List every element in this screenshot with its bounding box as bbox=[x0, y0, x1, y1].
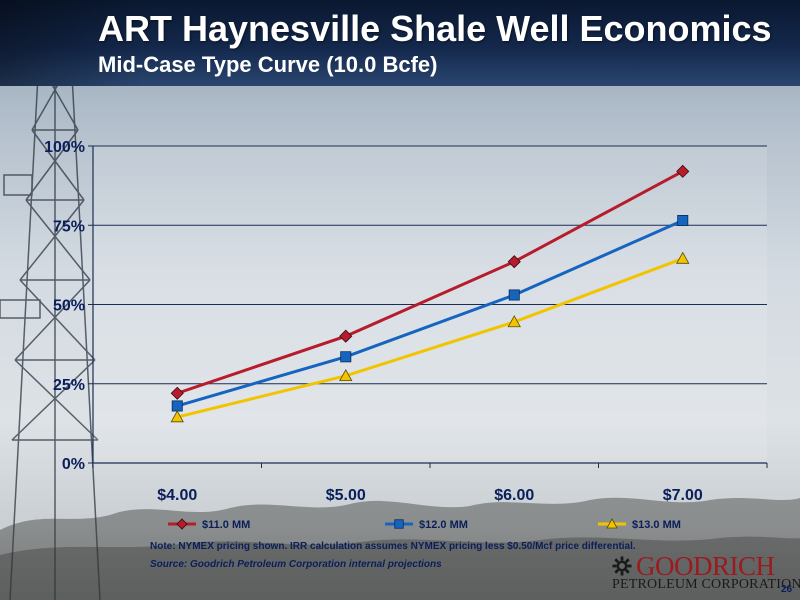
x-tick-label: $6.00 bbox=[494, 487, 534, 504]
data-point bbox=[339, 369, 353, 382]
x-tick-label: $7.00 bbox=[663, 487, 703, 504]
legend-label: $13.0 MM bbox=[632, 519, 681, 531]
data-point bbox=[677, 214, 689, 226]
y-tick-label: 100% bbox=[44, 139, 85, 156]
data-point bbox=[171, 400, 183, 412]
page-number: 26 bbox=[781, 584, 793, 595]
y-tick-label: 75% bbox=[53, 218, 85, 235]
data-point bbox=[340, 351, 352, 363]
x-tick-label: $4.00 bbox=[157, 487, 197, 504]
slide-subtitle: Mid-Case Type Curve (10.0 Bcfe) bbox=[98, 52, 438, 77]
data-point bbox=[507, 255, 521, 269]
title-banner-shade bbox=[0, 0, 800, 86]
data-point bbox=[508, 289, 520, 301]
data-point bbox=[676, 251, 690, 264]
source-note: Source: Goodrich Petroleum Corporation i… bbox=[150, 559, 442, 570]
legend-marker bbox=[606, 518, 618, 529]
legend-marker bbox=[394, 519, 404, 529]
legend-label: $12.0 MM bbox=[419, 519, 468, 531]
legend-label: $11.0 MM bbox=[202, 519, 250, 531]
y-tick-label: 0% bbox=[62, 456, 85, 473]
title-banner bbox=[0, 0, 800, 86]
data-point bbox=[507, 315, 521, 328]
logo-wordmark: GOODRICH bbox=[636, 551, 775, 581]
goodrich-logo: GOODRICH PETROLEUM CORPORATION bbox=[612, 548, 800, 592]
data-point bbox=[170, 410, 184, 423]
x-tick-label: $5.00 bbox=[326, 487, 366, 504]
data-point bbox=[339, 329, 353, 343]
series-line bbox=[176, 257, 684, 419]
series-line bbox=[176, 170, 684, 395]
series-line bbox=[176, 219, 684, 408]
logo-subtitle: PETROLEUM CORPORATION bbox=[612, 577, 800, 592]
y-tick-label: 50% bbox=[53, 298, 85, 315]
pricing-note: Note: NYMEX pricing shown. IRR calculati… bbox=[150, 541, 636, 552]
y-tick-label: 25% bbox=[53, 377, 85, 394]
gear-icon bbox=[612, 556, 632, 576]
data-point bbox=[676, 164, 690, 178]
slide-title: ART Haynesville Shale Well Economics bbox=[98, 8, 772, 49]
legend-marker bbox=[176, 518, 188, 530]
data-point bbox=[170, 386, 184, 400]
treeline-background-icon bbox=[0, 497, 800, 600]
